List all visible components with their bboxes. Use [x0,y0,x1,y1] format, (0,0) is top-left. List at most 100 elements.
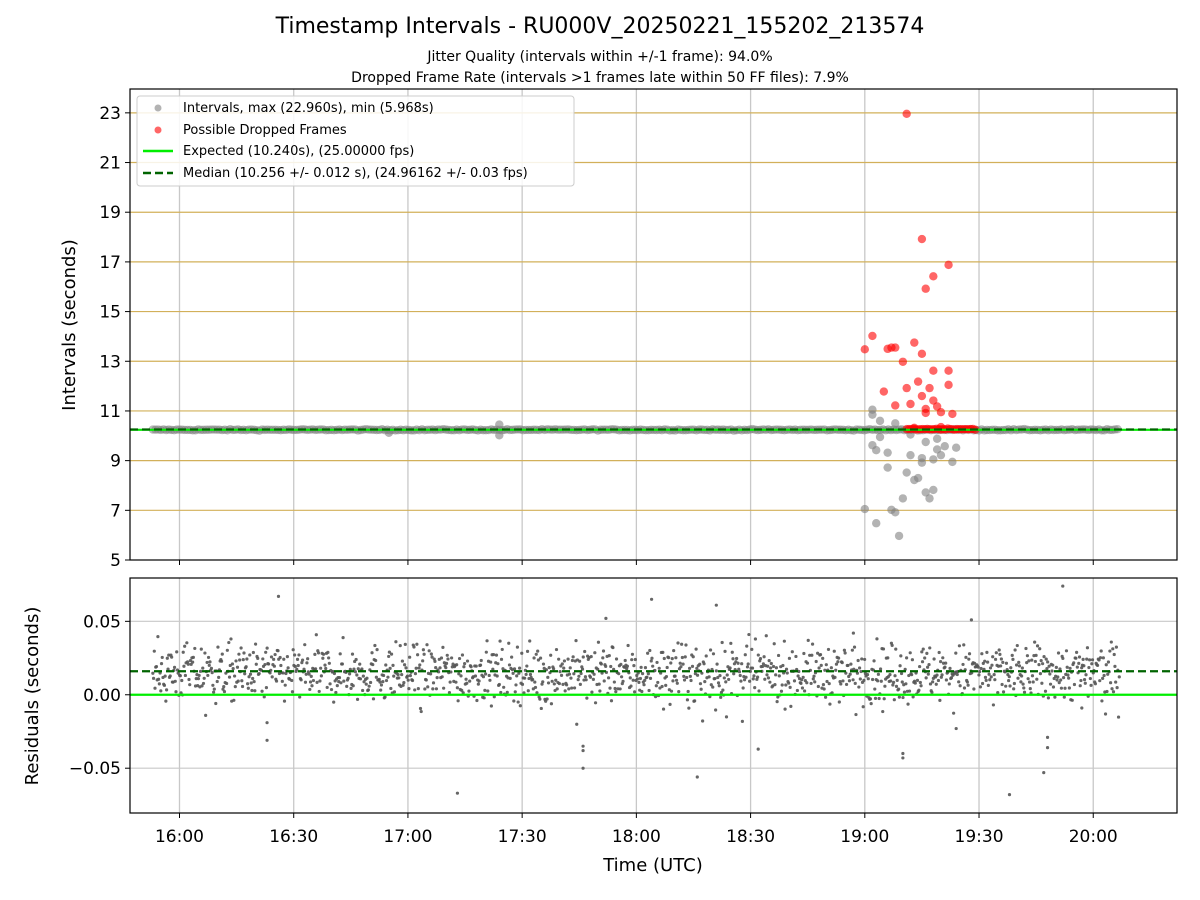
residual-point [682,674,686,678]
residual-point [263,662,267,667]
residual-point [731,657,735,661]
residual-point [757,689,761,693]
residual-point [274,679,279,683]
residual-point [687,666,692,670]
residual-point [737,670,742,674]
legend: Intervals, max (22.960s), min (5.968s) P… [136,95,575,187]
residual-point [939,660,943,664]
residual-point [389,652,394,656]
residual-point [931,680,935,684]
residual-point [433,659,437,663]
residual-point [388,666,392,670]
residual-point [604,664,608,669]
residual-point [825,679,829,684]
residual-point [210,671,214,675]
residuals-x-ticks: 16:00 16:30 17:00 17:30 18:00 18:30 19:00 19:30… [155,813,1118,847]
residual-outlier-point [581,748,585,753]
residual-point [479,658,483,663]
residual-point [549,702,554,706]
residual-point [354,657,358,662]
residual-point [646,651,650,655]
residual-point [763,677,767,681]
residual-point [632,664,636,668]
residual-point [465,681,469,685]
residual-point [245,657,249,661]
residual-point [980,652,984,656]
residual-point [1041,662,1045,666]
residual-point [408,674,412,678]
residual-point [348,667,352,671]
x-tick-label: 20:00 [1069,827,1118,847]
residual-point [1059,686,1064,690]
residual-point [362,680,366,684]
residual-point [593,651,597,655]
residual-point [578,659,582,663]
residual-point [300,661,304,665]
intervals-y-ticks: 5 7 9 11 13 15 17 19 21 23 [99,104,130,571]
residual-point [810,642,815,646]
residual-point [910,673,914,677]
residual-point [1020,674,1024,678]
residual-point [1056,651,1061,655]
residual-point [303,680,308,684]
residual-point [181,650,185,654]
residual-point [367,684,371,688]
residual-point [861,705,865,709]
residual-point [701,719,705,723]
residual-point [465,659,470,663]
dropped-frame-point [948,409,957,419]
interval-outlier-point [883,448,892,457]
residual-point [937,650,941,655]
residual-point [152,649,156,653]
residual-point [247,675,251,679]
residual-point [1072,661,1076,665]
residual-point [879,679,883,683]
residual-point [578,682,582,686]
x-tick-label: 19:30 [955,827,1004,847]
residual-point [486,689,490,693]
residual-point [871,677,875,682]
residual-point [233,685,237,689]
dropped-frame-point [944,380,953,390]
residual-point [1062,695,1066,699]
residual-point [687,706,691,710]
residual-point [738,673,742,678]
residual-point [351,684,355,688]
intervals-x-ticks [178,560,1094,565]
residual-point [711,652,716,656]
residual-point [348,672,352,676]
residual-point [502,685,506,689]
residual-point [230,662,235,666]
residual-point [762,655,766,659]
residual-point [673,674,677,678]
dropped-frame-point [860,345,870,354]
residual-point [848,672,852,676]
residual-point [655,660,659,665]
residual-point [654,684,658,688]
residual-point [396,672,400,677]
residual-point [356,667,360,671]
residual-point [445,653,449,657]
interval-outlier-point [921,488,930,497]
residual-point [346,676,350,680]
residual-outlier-point [714,603,718,607]
residual-point [758,656,763,661]
residual-point [460,688,464,692]
residual-point [544,699,548,703]
residual-point [915,678,920,682]
residual-point [305,661,309,665]
interval-outlier-point [875,416,885,426]
residual-point [947,682,951,686]
residual-point [976,665,980,669]
residual-point [332,671,337,676]
residual-point [373,643,377,648]
residual-point [188,683,192,687]
residual-point [685,698,690,702]
residual-point [507,641,511,645]
residual-point [1088,658,1092,662]
residual-point [187,677,191,682]
residual-point [418,663,422,667]
interval-outlier-point [894,531,904,541]
residual-point [900,680,904,684]
residual-point [1067,676,1071,680]
